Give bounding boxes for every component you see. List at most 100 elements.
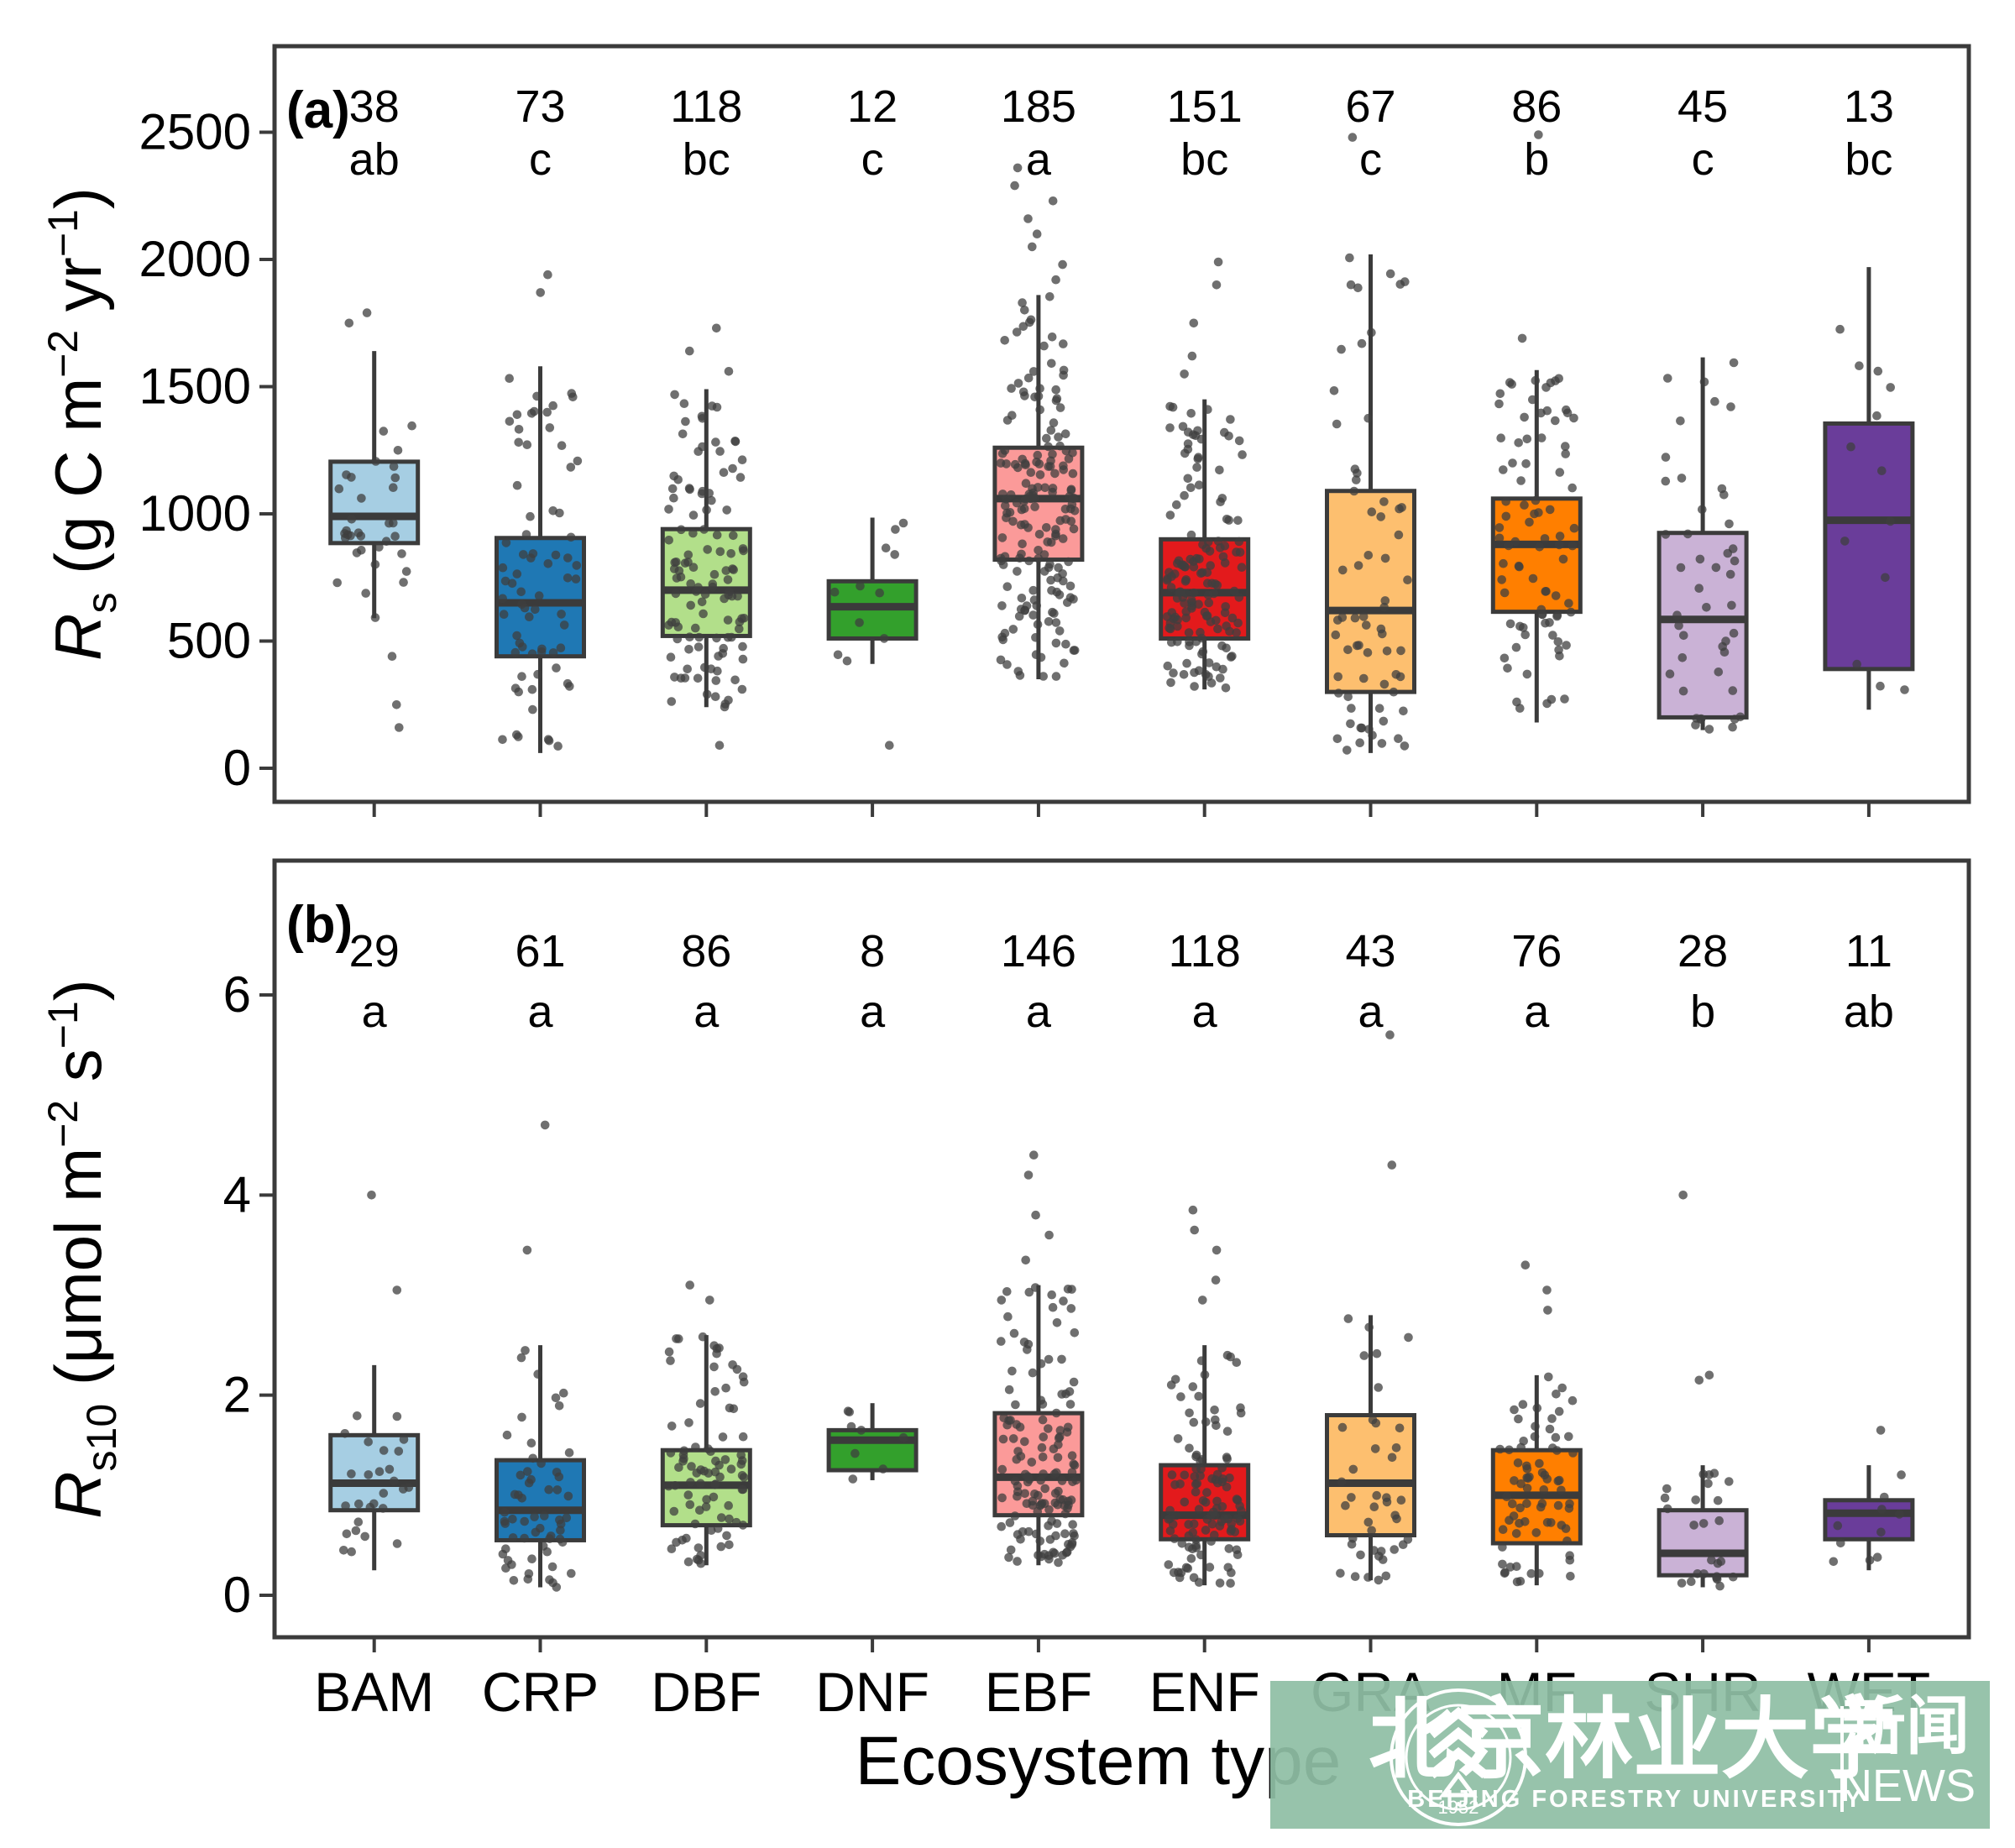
data-point	[1033, 620, 1043, 629]
data-point	[548, 648, 558, 657]
data-point	[1194, 1505, 1204, 1514]
data-point	[1001, 501, 1010, 510]
data-point	[1553, 637, 1563, 647]
data-point	[1897, 1470, 1906, 1479]
data-point	[1004, 1552, 1013, 1563]
data-point	[566, 463, 576, 472]
data-point	[1030, 502, 1039, 511]
data-point	[1068, 469, 1078, 479]
data-point	[397, 549, 406, 558]
jitter-points-layer	[339, 1030, 1906, 1592]
data-point	[1180, 1470, 1190, 1480]
data-point	[1033, 450, 1043, 460]
data-point	[1030, 1283, 1040, 1292]
data-point	[1562, 405, 1571, 415]
data-point	[523, 1467, 532, 1476]
data-point	[1377, 739, 1387, 748]
data-point	[738, 641, 747, 652]
data-point	[1662, 1484, 1672, 1494]
data-point	[1186, 483, 1196, 493]
data-point	[1048, 607, 1057, 617]
data-point	[1356, 1550, 1365, 1560]
data-point	[1698, 505, 1707, 515]
data-point	[1017, 594, 1027, 603]
data-point	[694, 632, 704, 642]
data-point	[1346, 280, 1356, 290]
data-point	[1197, 568, 1207, 578]
data-point	[1387, 1160, 1397, 1170]
data-point	[1237, 563, 1247, 572]
data-point	[1531, 1528, 1541, 1537]
data-point	[1055, 403, 1065, 412]
data-point	[387, 652, 397, 661]
count-label: 13	[1844, 81, 1894, 132]
data-point	[1677, 653, 1688, 662]
data-point	[1217, 1502, 1227, 1511]
data-point	[1829, 1557, 1839, 1567]
data-point	[1535, 542, 1544, 552]
data-point	[671, 589, 681, 599]
data-point	[1034, 391, 1044, 401]
data-point	[339, 1546, 348, 1555]
data-point	[1501, 511, 1511, 521]
data-point	[563, 1491, 573, 1501]
data-point	[1677, 474, 1687, 483]
data-point	[1044, 442, 1053, 452]
data-point	[674, 1463, 683, 1472]
data-point	[1725, 1477, 1734, 1486]
data-point	[890, 550, 899, 559]
data-point	[1184, 628, 1194, 637]
jitter-points-ENF	[1162, 257, 1247, 693]
data-point	[1167, 637, 1176, 647]
data-point	[1232, 1495, 1242, 1504]
data-point	[729, 565, 738, 574]
data-point	[687, 1462, 696, 1471]
data-point	[1023, 373, 1034, 383]
data-point	[361, 589, 371, 598]
data-point	[1173, 615, 1182, 625]
data-point	[1499, 653, 1510, 663]
data-point	[342, 470, 351, 479]
data-point	[707, 495, 716, 505]
data-point	[1044, 617, 1054, 626]
data-point	[1212, 1421, 1221, 1431]
data-point	[1212, 615, 1221, 626]
data-point	[1184, 427, 1193, 437]
data-point	[1359, 1351, 1369, 1360]
data-point	[673, 634, 683, 644]
data-point	[1051, 275, 1060, 285]
data-point	[1162, 612, 1172, 621]
data-point	[1028, 610, 1038, 620]
data-point	[683, 550, 693, 560]
data-point	[1042, 523, 1051, 532]
panel-border-(a)	[272, 44, 1971, 804]
data-point	[1379, 679, 1390, 689]
data-point	[1548, 631, 1557, 640]
data-point	[1010, 1511, 1020, 1521]
data-point	[1069, 1377, 1079, 1387]
data-point	[1356, 723, 1366, 733]
data-point	[378, 1504, 388, 1513]
data-point	[1201, 611, 1212, 620]
count-label: 67	[1345, 81, 1395, 132]
data-point	[724, 367, 734, 376]
data-point	[1537, 1499, 1547, 1508]
data-point	[856, 1426, 866, 1435]
data-point	[1171, 1510, 1181, 1521]
count-label: 185	[1001, 81, 1076, 132]
data-point	[1028, 367, 1039, 376]
data-point	[1552, 610, 1562, 620]
data-point	[1165, 423, 1175, 432]
data-point	[379, 1446, 389, 1455]
letter-label: bc	[1180, 134, 1228, 185]
data-point	[1353, 283, 1363, 293]
data-point	[1357, 338, 1367, 348]
data-point	[677, 525, 686, 535]
data-point	[1183, 444, 1193, 454]
data-point	[998, 560, 1008, 569]
data-point	[1562, 1537, 1572, 1546]
data-point	[341, 1501, 350, 1510]
data-point	[1069, 646, 1079, 655]
data-point	[1205, 547, 1215, 556]
box-GRA	[1325, 1412, 1416, 1537]
